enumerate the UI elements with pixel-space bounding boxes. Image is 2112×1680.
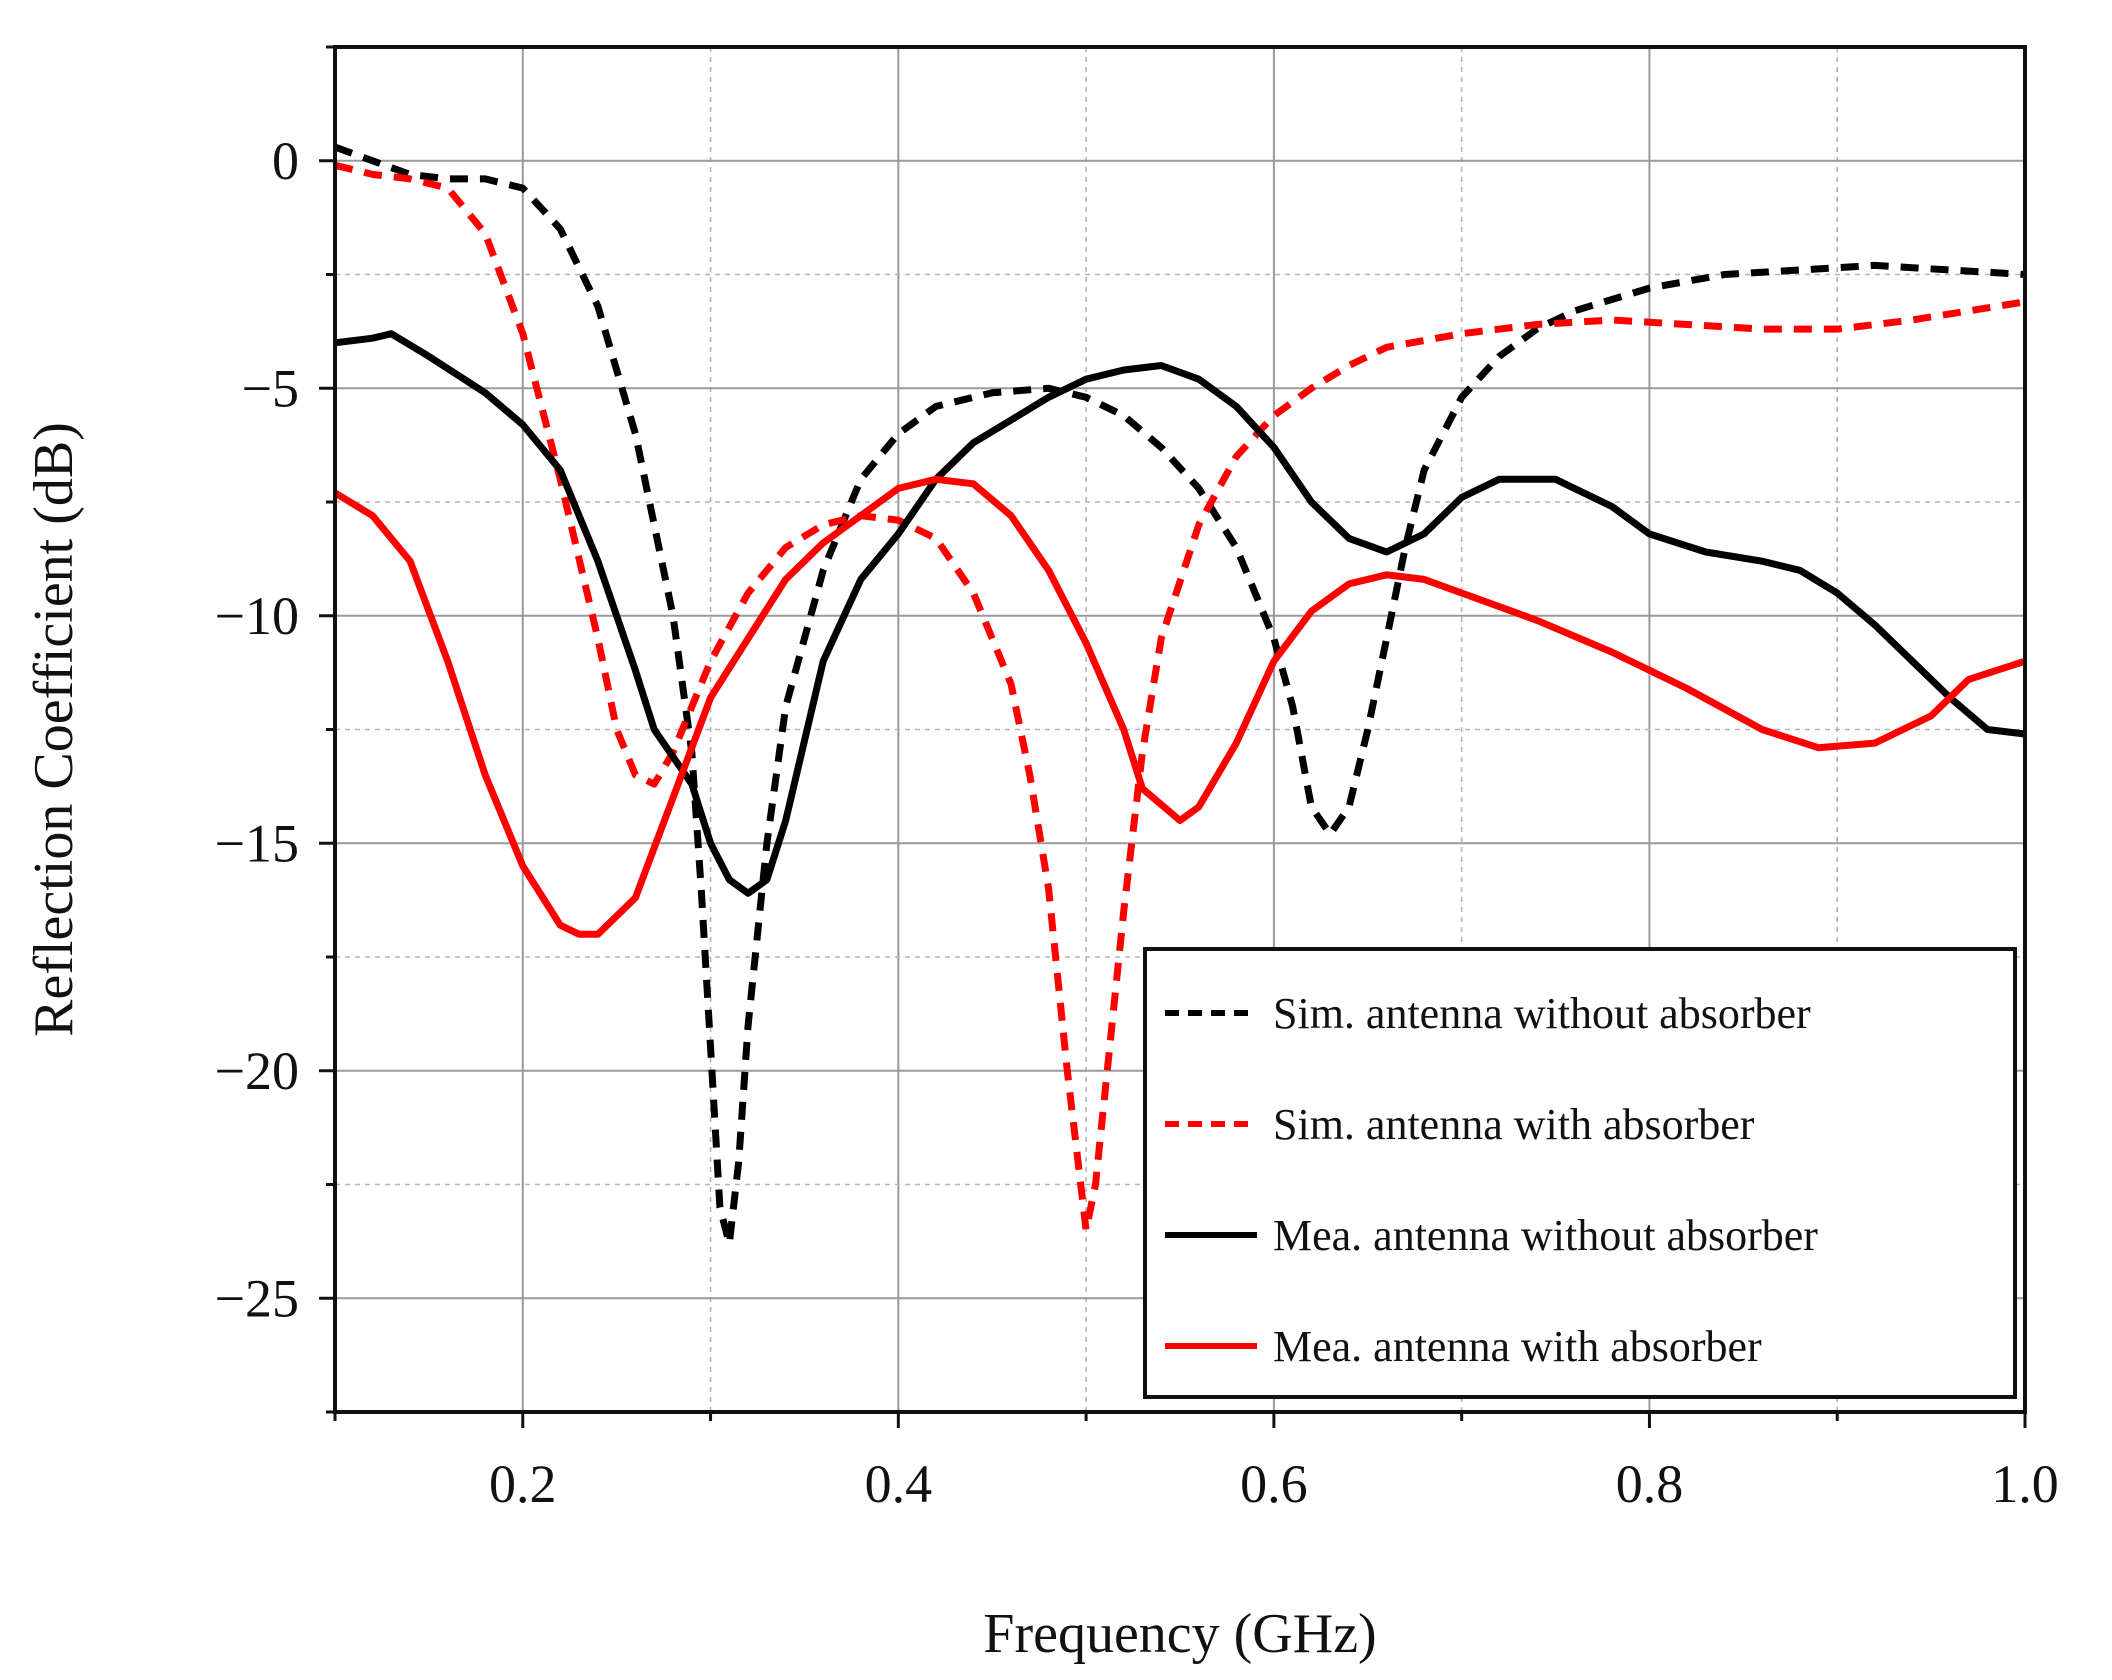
y-tick-label: −25 [215,1268,299,1328]
legend-label: Mea. antenna without absorber [1273,1211,1818,1260]
series-line [334,161,2026,1234]
y-tick-label: −15 [215,813,299,873]
x-tick-label: 0.8 [1616,1454,1684,1514]
y-tick-label: −10 [215,586,299,646]
x-tick-label: 0.4 [865,1454,933,1514]
tick-labels: 0.2 0.4 0.6 0.8 1.0 0 −5 −10 −15 −20 −25 [215,131,2059,1514]
legend-label: Sim. antenna without absorber [1273,989,1811,1038]
x-axis-title: Frequency (GHz) [983,1603,1376,1665]
legend-label: Mea. antenna with absorber [1273,1322,1762,1371]
y-tick-label: −5 [242,358,299,418]
legend-label: Sim. antenna with absorber [1273,1100,1755,1149]
axis-ticks [319,45,2027,1428]
y-axis-title: Reflection Coefficient (dB) [23,422,85,1037]
legend-items: Sim. antenna without absorber Sim. antenn… [1165,989,1818,1371]
series-line [333,143,2026,1248]
x-tick-label: 1.0 [1991,1454,2059,1514]
y-tick-label: −20 [215,1041,299,1101]
x-tick-label: 0.6 [1240,1454,1308,1514]
series-line [334,330,2026,897]
legend: Sim. antenna without absorber Sim. antenn… [1143,947,2017,1399]
legend-box [1143,947,2017,1399]
y-tick-label: 0 [272,131,299,191]
series-group [333,143,2027,1248]
x-tick-label: 0.2 [489,1454,557,1514]
series-line [333,475,2027,938]
